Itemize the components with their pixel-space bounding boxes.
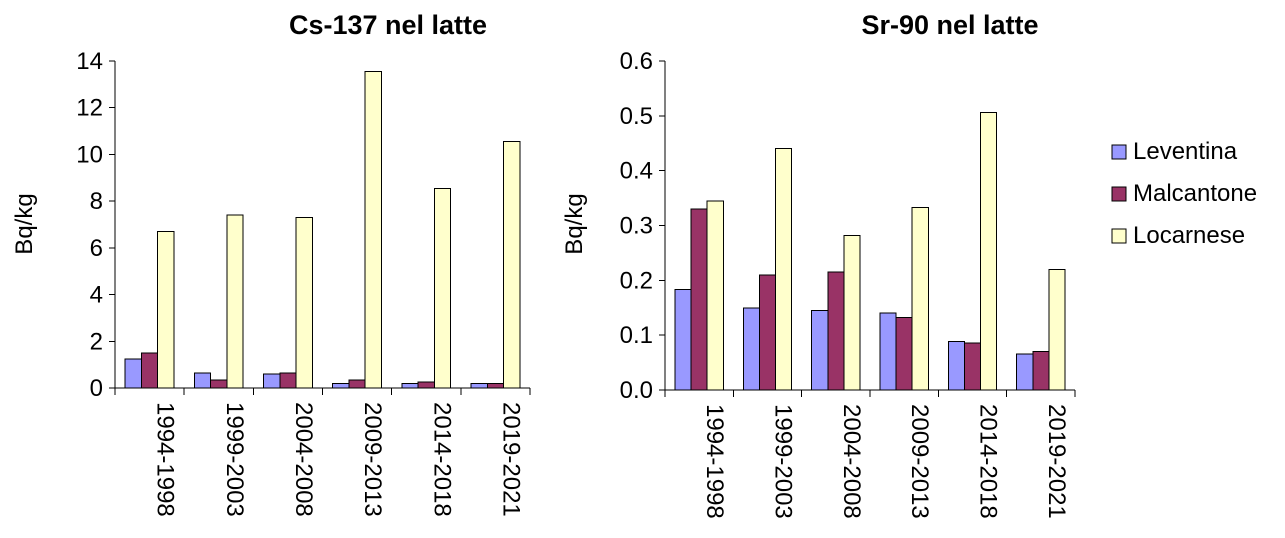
legend-swatch-locarnese — [1111, 228, 1127, 244]
bar-leventina-2014-2018 — [401, 382, 419, 389]
bar-leventina-1999-2003 — [193, 372, 212, 389]
bar-malcantone-2019-2021 — [1032, 351, 1050, 391]
x-tick-label: 2004-2008 — [838, 404, 865, 519]
y-tick-label: 0 — [90, 375, 103, 402]
y-tick-label: 2 — [90, 328, 103, 355]
y-tick-label: 0.2 — [620, 267, 653, 294]
y-tick-label: 8 — [90, 188, 103, 215]
bar-malcantone-2009-2013 — [895, 317, 913, 391]
y-tick-label: 4 — [90, 282, 103, 309]
x-tick-label: 2019-2021 — [497, 402, 524, 517]
bar-malcantone-2004-2008 — [279, 372, 297, 389]
x-tick-label: 2009-2013 — [906, 404, 933, 519]
y-tick-label: 0.3 — [620, 213, 653, 240]
bar-locarnese-2014-2018 — [433, 187, 452, 389]
bar-locarnese-2019-2021 — [503, 141, 521, 389]
y-axis-label: Bq/kg — [11, 193, 38, 254]
bar-leventina-2004-2008 — [811, 310, 829, 391]
y-tick-label: 0.1 — [620, 322, 653, 349]
bar-leventina-2014-2018 — [947, 341, 966, 391]
bar-leventina-2009-2013 — [332, 382, 350, 389]
x-tick-label: 2019-2021 — [1043, 404, 1070, 519]
x-tick-label: 1999-2003 — [770, 404, 797, 519]
bar-malcantone-2009-2013 — [348, 379, 366, 389]
x-tick-label: 2009-2013 — [359, 402, 386, 517]
bar-locarnese-2004-2008 — [295, 217, 313, 389]
bar-locarnese-2009-2013 — [364, 71, 383, 389]
legend: Leventina Malcantone Locarnese — [1111, 138, 1257, 249]
y-tick-label: 12 — [76, 95, 103, 122]
chart-title: Sr-90 nel latte — [861, 10, 1038, 40]
bar-locarnese-2004-2008 — [843, 234, 861, 391]
y-tick-label: 10 — [76, 141, 103, 168]
chart-title: Cs-137 nel latte — [289, 10, 487, 40]
bar-malcantone-2014-2018 — [417, 381, 435, 389]
bar-locarnese-1994-1998 — [157, 231, 175, 389]
bar-leventina-2019-2021 — [1016, 353, 1034, 391]
bar-malcantone-1999-2003 — [759, 274, 777, 391]
bar-malcantone-2004-2008 — [827, 271, 845, 391]
bar-leventina-2004-2008 — [263, 373, 281, 389]
y-tick-label: 0.0 — [620, 377, 653, 404]
bar-malcantone-2014-2018 — [964, 342, 982, 391]
x-tick-label: 1994-1998 — [701, 404, 728, 519]
bar-malcantone-2019-2021 — [486, 382, 505, 389]
x-tick-label: 1994-1998 — [152, 402, 179, 517]
y-tick-label: 0.5 — [620, 103, 653, 130]
bar-leventina-1999-2003 — [742, 307, 761, 391]
bar-malcantone-1994-1998 — [141, 352, 159, 389]
bar-leventina-1994-1998 — [674, 289, 692, 391]
x-tick-label: 1999-2003 — [221, 402, 248, 517]
bar-locarnese-2014-2018 — [980, 112, 998, 391]
bar-locarnese-1994-1998 — [706, 200, 724, 391]
bar-locarnese-2009-2013 — [911, 206, 929, 391]
legend-label-locarnese: Locarnese — [1133, 222, 1245, 249]
x-tick-label: 2014-2018 — [428, 402, 455, 517]
legend-swatch-malcantone — [1111, 186, 1127, 202]
legend-swatch-leventina — [1111, 144, 1127, 160]
bar-locarnese-1999-2003 — [775, 148, 793, 391]
bar-leventina-1994-1998 — [124, 358, 142, 389]
bar-leventina-2009-2013 — [879, 312, 897, 391]
bar-malcantone-1999-2003 — [210, 379, 228, 389]
x-tick-label: 2004-2008 — [290, 402, 317, 517]
y-tick-label: 0.4 — [620, 158, 653, 185]
legend-label-malcantone: Malcantone — [1133, 180, 1257, 207]
bar-leventina-2019-2021 — [470, 382, 488, 389]
x-tick-label: 2014-2018 — [975, 404, 1002, 519]
bar-malcantone-1994-1998 — [690, 208, 708, 391]
y-axis-label: Bq/kg — [561, 193, 588, 254]
chart-sr90: Sr-90 nel latte Bq/kg 0.0 0.1 0.2 0.3 0.4 0.5… — [561, 10, 1076, 519]
bar-locarnese-2019-2021 — [1048, 268, 1066, 391]
y-tick-label: 6 — [90, 235, 103, 262]
bar-locarnese-1999-2003 — [226, 214, 244, 389]
y-tick-label: 0.6 — [620, 48, 653, 75]
legend-label-leventina: Leventina — [1133, 138, 1238, 165]
y-tick-label: 14 — [76, 48, 103, 75]
chart-cs137: Cs-137 nel latte Bq/kg 0 2 4 6 8 10 12 14 1994-1… — [11, 10, 531, 517]
